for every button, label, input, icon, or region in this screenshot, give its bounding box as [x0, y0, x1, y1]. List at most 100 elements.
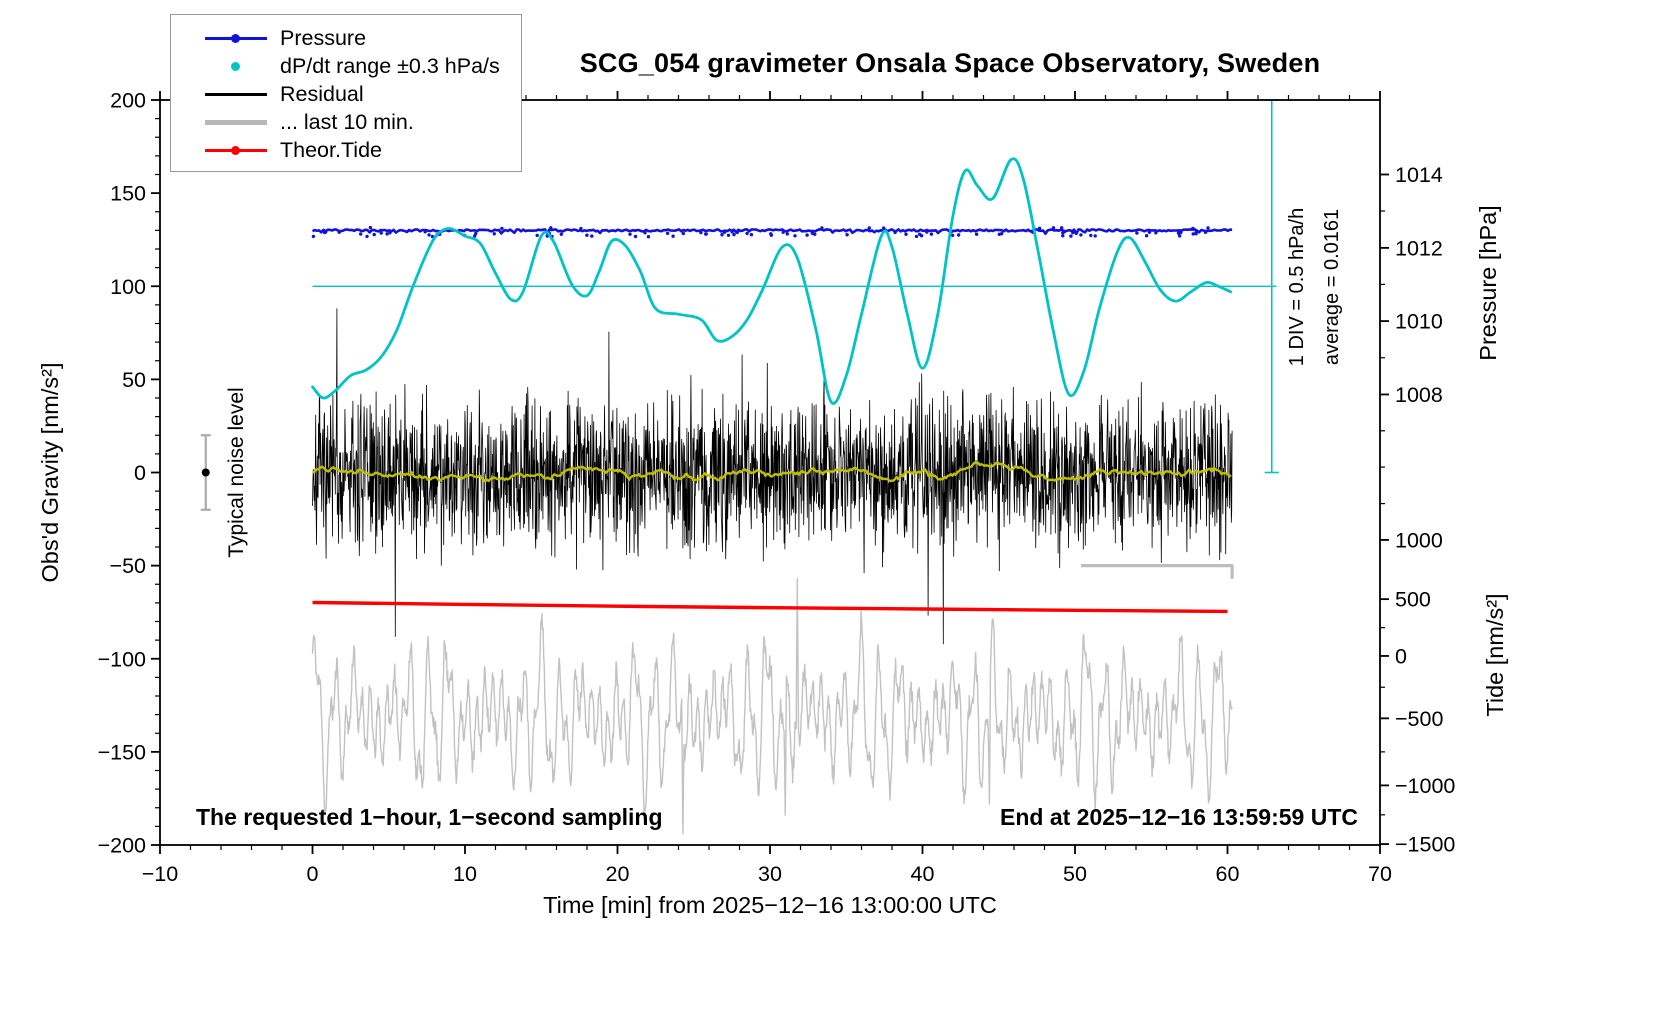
theortide-line-swatch: [205, 143, 267, 158]
legend-item-dpdt: dP/dt range ±0.3 hPa/s: [171, 52, 521, 80]
pressure-sample-dot: [1060, 226, 1064, 230]
pressure-sample-dot: [867, 226, 871, 230]
y-tick-label: 200: [110, 89, 146, 113]
pressure-sample-dot: [492, 232, 496, 236]
last10min-window-line: [1081, 563, 1234, 579]
pressure-sample-dot: [950, 233, 955, 237]
pressure-sample-dot: [1147, 230, 1152, 234]
pressure-sample-dot: [1203, 230, 1208, 234]
pressure-sample-dot: [423, 230, 427, 234]
pressure-sample-dot: [956, 233, 961, 237]
y-tick-label: 100: [110, 275, 146, 299]
series-theor-tide: [312, 600, 1228, 614]
y-tick-label: 150: [110, 182, 146, 206]
pressure-sample-dot: [845, 233, 849, 237]
pressure-sample-dot: [1089, 233, 1093, 238]
y-axis-title-gravity: Obs'd Gravity [nm/s²]: [37, 363, 63, 583]
pressure-sample-dot: [904, 232, 908, 236]
y-tick-label: 50: [122, 368, 146, 392]
x-tick-label: 30: [758, 862, 782, 886]
pressure-sample-dot: [1061, 234, 1065, 238]
pressure-sample-dot: [590, 234, 594, 238]
pressure-sample-dot: [1154, 231, 1158, 235]
legend-item-pressure: Pressure: [171, 24, 521, 52]
x-tick-label: 10: [453, 862, 477, 886]
pressure-sample-dot: [785, 232, 789, 236]
pressure-sample-dot: [781, 230, 785, 234]
pressure-sample-dot: [1176, 231, 1181, 235]
pressure-sample-dot: [1079, 233, 1083, 237]
pressure-sample-dot: [893, 230, 897, 235]
sampling-annotation: The requested 1−hour, 1−second sampling: [196, 804, 663, 830]
pressure-sample-dot: [810, 231, 815, 235]
pressure-line-swatch: [205, 31, 267, 46]
pressure-sample-dot: [699, 230, 703, 235]
x-tick-label: 0: [307, 862, 319, 886]
series-residual-running-mean: [312, 461, 1232, 483]
tide-tick-label: −1000: [1395, 774, 1455, 798]
pressure-sample-dot: [999, 232, 1004, 236]
legend-label-residual: Residual: [280, 81, 364, 106]
pressure-sample-dot: [322, 230, 327, 235]
legend-label-theortide: Theor.Tide: [280, 137, 382, 162]
legend-item-residual: Residual: [171, 80, 521, 108]
last10min-line-swatch: [205, 115, 267, 130]
pressure-sample-dot: [549, 226, 553, 230]
pressure-sample-dot: [385, 232, 389, 236]
pressure-sample-dot: [473, 234, 477, 238]
legend-item-theortide: Theor.Tide: [171, 136, 521, 164]
pressure-sample-dot: [1191, 232, 1195, 236]
series-dpdt: [311, 157, 1232, 405]
pressure-sample-dot: [730, 230, 734, 234]
series-residual: [312, 308, 1233, 645]
pressure-sample-dot: [368, 225, 373, 230]
pressure-sample-dot: [1093, 234, 1097, 238]
legend-label-dpdt: dP/dt range ±0.3 hPa/s: [280, 53, 500, 78]
x-axis-title: Time [min] from 2025−12−16 13:00:00 UTC: [543, 892, 997, 918]
pressure-sample-dot: [745, 231, 749, 236]
pressure-sample-dot: [1194, 232, 1198, 236]
pressure-sample-dot: [628, 232, 632, 236]
pressure-sample-dot: [646, 235, 651, 239]
pressure-sample-dot: [643, 231, 647, 235]
pressure-tick-label: 1014: [1395, 163, 1443, 187]
x-tick-label: −10: [142, 862, 179, 886]
pressure-sample-dot: [882, 226, 886, 230]
dpdt-dot-swatch: [205, 59, 267, 74]
pressure-sample-dot: [732, 232, 736, 237]
pressure-sample-dot: [769, 232, 773, 236]
div-scale-label: 1 DIV = 0.5 hPa/h: [1286, 208, 1308, 366]
pressure-sample-dot: [585, 233, 589, 237]
pressure-sample-dot: [929, 232, 934, 236]
pressure-sample-dot: [1177, 234, 1182, 238]
y-tick-label: −50: [110, 554, 147, 578]
pressure-sample-dot: [914, 234, 919, 239]
pressure-sample-dot: [1191, 226, 1195, 231]
pressure-tick-label: 1000: [1395, 528, 1443, 552]
average-label: average = 0.0161: [1321, 209, 1343, 365]
pressure-sample-dot: [1071, 231, 1075, 235]
pressure-sample-dot: [633, 234, 638, 239]
pressure-sample-dot: [579, 226, 583, 231]
y-tick-label: 0: [134, 461, 146, 485]
pressure-sample-dot: [1051, 226, 1056, 230]
pressure-sample-dot: [749, 233, 754, 237]
legend-item-last10min: ... last 10 min.: [171, 108, 521, 136]
pressure-sample-dot: [500, 226, 504, 231]
y-tick-label: −100: [98, 647, 146, 671]
pressure-sample-dot: [726, 233, 731, 237]
legend-label-pressure: Pressure: [280, 25, 367, 50]
legend-label-last10min: ... last 10 min.: [280, 109, 414, 134]
pressure-sample-dot: [535, 233, 539, 238]
tide-tick-label: 500: [1395, 588, 1431, 612]
pressure-sample-dot: [388, 231, 392, 235]
x-tick-label: 40: [911, 862, 935, 886]
chart-title: SCG_054 gravimeter Onsala Space Observat…: [579, 48, 1321, 78]
pressure-sample-dot: [1135, 231, 1139, 235]
pressure-sample-dot: [665, 231, 670, 235]
legend: Pressure dP/dt range ±0.3 hPa/s Residual…: [170, 14, 522, 172]
x-tick-label: 50: [1063, 862, 1087, 886]
x-tick-label: 20: [606, 862, 630, 886]
